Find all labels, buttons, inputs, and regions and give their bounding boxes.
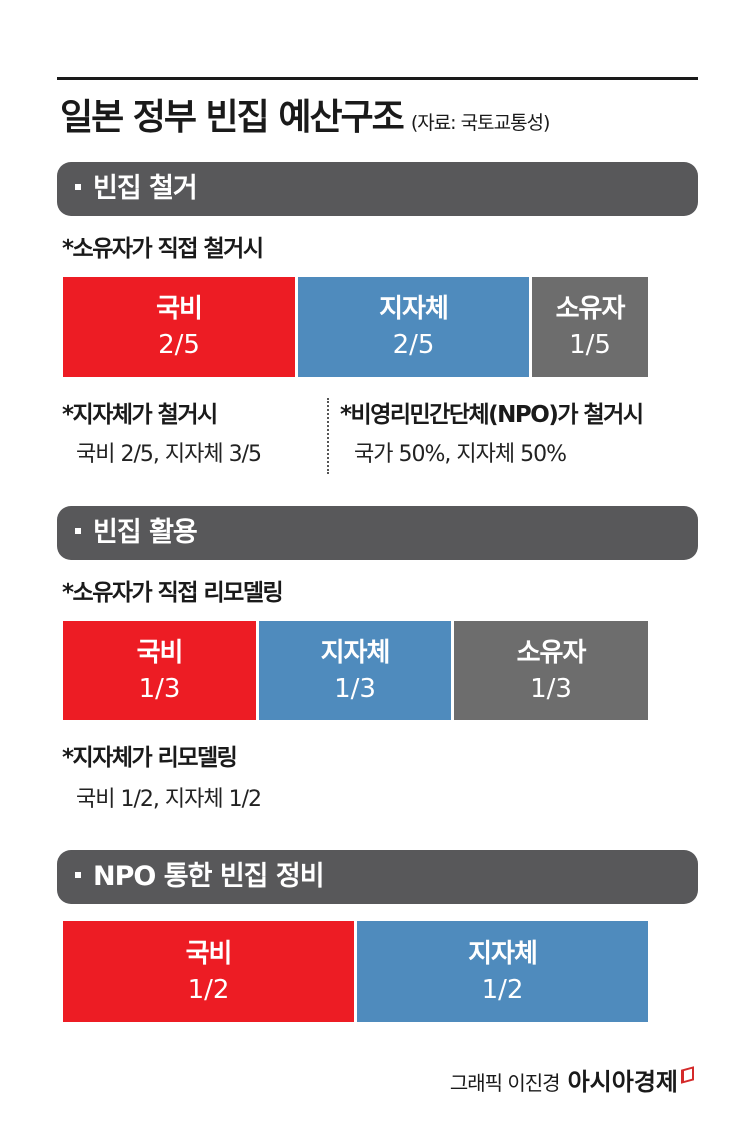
case-note-npo-demolition: 국가 50%, 지자체 50% — [354, 442, 567, 467]
segment-name: 지자체 — [468, 938, 538, 969]
case-label-local-demolition: *지자체가 철거시 — [62, 402, 218, 428]
segment-owner: 소유자 1/5 — [532, 277, 648, 377]
source-note: (자료: 국토교통성) — [410, 112, 551, 134]
segment-share: 1/3 — [530, 673, 572, 704]
graphic-credit: 그래픽 이진경 — [449, 1071, 561, 1095]
case-note-local-remodel: 국비 1/2, 지자체 1/2 — [76, 787, 262, 812]
segment-national: 국비 1/3 — [63, 621, 256, 720]
dotted-divider — [327, 398, 329, 474]
title-text: 일본 정부 빈집 예산구조 — [60, 97, 405, 138]
segment-owner: 소유자 1/3 — [454, 621, 648, 720]
segment-share: 1/3 — [334, 673, 376, 704]
case-label-owner-demolition: *소유자가 직접 철거시 — [62, 236, 264, 262]
brand-mark-icon — [681, 1066, 694, 1084]
segment-name: 국비 — [136, 637, 184, 668]
bullet-icon — [75, 527, 81, 534]
segment-name: 지자체 — [320, 637, 391, 668]
segment-share: 1/3 — [138, 673, 181, 704]
brand-logo: 아시아경제 — [567, 1068, 678, 1096]
case-label-npo-demolition: *비영리민간단체(NPO)가 철거시 — [340, 402, 644, 428]
page-title: 일본 정부 빈집 예산구조 (자료: 국토교통성) — [60, 96, 551, 145]
case-note-local-demolition: 국비 2/5, 지자체 3/5 — [76, 442, 262, 467]
segment-national: 국비 2/5 — [63, 277, 295, 377]
segment-name: 소유자 — [516, 637, 587, 668]
section-title: 빈집 활용 — [93, 517, 198, 548]
section-header-npo: NPO 통한 빈집 정비 — [57, 850, 698, 904]
segment-local-gov: 지자체 1/3 — [259, 621, 451, 720]
segment-share: 2/5 — [158, 330, 200, 360]
segment-local-gov: 지자체 2/5 — [298, 277, 529, 377]
section-title: NPO 통한 빈집 정비 — [93, 861, 325, 892]
footer-credit: 그래픽 이진경 아시아경제 — [450, 1066, 694, 1099]
segment-share: 1/2 — [187, 974, 230, 1005]
segment-national: 국비 1/2 — [63, 921, 354, 1022]
case-label-local-remodel: *지자체가 리모델링 — [62, 745, 238, 771]
segment-share: 2/5 — [392, 330, 435, 360]
case-label-owner-remodel: *소유자가 직접 리모델링 — [62, 580, 284, 606]
section-header-demolition: 빈집 철거 — [57, 162, 698, 216]
section-header-utilization: 빈집 활용 — [57, 506, 698, 560]
section-title: 빈집 철거 — [93, 173, 198, 204]
segment-local-gov: 지자체 1/2 — [357, 921, 648, 1022]
segment-share: 1/5 — [569, 330, 611, 360]
segment-name: 국비 — [185, 938, 233, 969]
top-rule — [57, 77, 698, 80]
bullet-icon — [75, 183, 81, 190]
segment-name: 지자체 — [379, 294, 449, 324]
segment-name: 소유자 — [555, 294, 626, 324]
segment-share: 1/2 — [481, 974, 524, 1005]
bullet-icon — [75, 871, 81, 878]
segment-name: 국비 — [156, 294, 203, 324]
